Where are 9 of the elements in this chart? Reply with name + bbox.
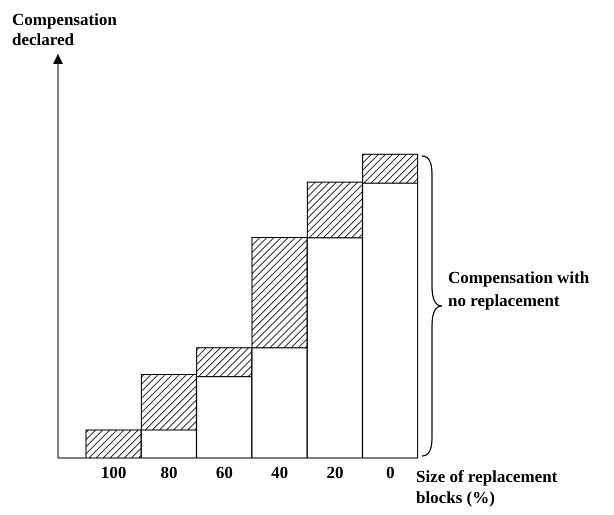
x-tick-label: 100 (100, 463, 126, 482)
x-tick-label: 40 (271, 463, 288, 482)
x-tick-label: 80 (160, 463, 178, 482)
x-tick-label: 0 (386, 463, 395, 482)
x-tick-label: 60 (216, 463, 233, 482)
text: Compensation declared (12, 10, 118, 50)
text: Compensation with no replacement (448, 267, 590, 312)
x-axis-title: Size of replacement blocks (%) (416, 466, 558, 508)
x-tick-label: 20 (326, 463, 344, 482)
